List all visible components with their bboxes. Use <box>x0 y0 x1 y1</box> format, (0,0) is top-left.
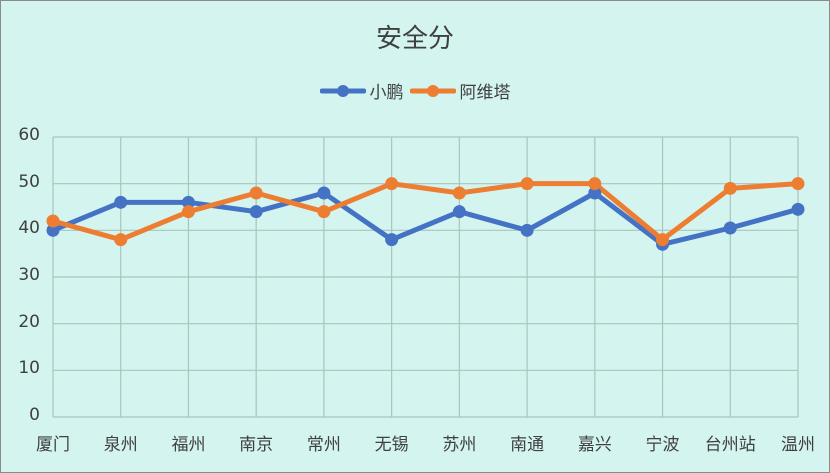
x-tick-label: 厦门 <box>36 435 70 455</box>
data-point[interactable] <box>317 186 331 200</box>
y-tick-label: 40 <box>18 218 40 239</box>
legend: 小鹏 阿维塔 <box>0 78 830 103</box>
data-point[interactable] <box>249 186 263 200</box>
legend-label: 小鹏 <box>369 83 404 103</box>
data-point[interactable] <box>588 177 602 191</box>
chart-title: 安全分 <box>375 24 454 54</box>
x-tick-label: 泉州 <box>103 435 138 455</box>
data-point[interactable] <box>385 233 399 247</box>
x-tick-label: 温州 <box>781 435 815 455</box>
data-point[interactable] <box>452 186 466 200</box>
data-point[interactable] <box>114 233 128 247</box>
x-tick-label: 福州 <box>171 435 206 455</box>
data-point[interactable] <box>723 221 737 235</box>
y-tick-label: 20 <box>18 311 40 332</box>
y-tick-label: 10 <box>18 358 40 379</box>
series-line-0 <box>52 190 799 247</box>
data-point[interactable] <box>588 186 602 200</box>
x-tick-label: 嘉兴 <box>577 435 612 455</box>
x-tick-label: 宁波 <box>645 435 680 455</box>
data-point[interactable] <box>791 177 805 191</box>
data-point[interactable] <box>181 205 195 219</box>
y-tick-label: 60 <box>18 125 40 145</box>
data-point[interactable] <box>249 205 263 219</box>
series-line-1 <box>52 181 799 243</box>
y-tick-label: 50 <box>18 171 40 192</box>
data-point[interactable] <box>46 223 60 237</box>
data-point[interactable] <box>452 205 466 219</box>
x-tick-label: 无锡 <box>374 435 409 455</box>
x-tick-label: 南通 <box>510 435 545 455</box>
y-tick-label: 0 <box>29 405 40 425</box>
x-tick-label: 常州 <box>306 435 341 455</box>
x-tick-label: 南京 <box>239 435 274 455</box>
x-tick-label: 苏州 <box>442 435 477 455</box>
data-point[interactable] <box>181 195 195 209</box>
x-tick-label: 台州站 <box>704 435 756 455</box>
data-point[interactable] <box>791 202 805 216</box>
legend-item-avatr[interactable]: 阿维塔 <box>409 78 511 103</box>
data-point[interactable] <box>114 195 128 209</box>
data-point[interactable] <box>656 233 670 247</box>
legend-marker-blue-icon <box>319 84 366 97</box>
data-point[interactable] <box>317 205 331 219</box>
legend-label: 阿维塔 <box>459 83 511 103</box>
data-point[interactable] <box>385 177 399 191</box>
data-point[interactable] <box>520 223 534 237</box>
data-point[interactable] <box>723 181 737 195</box>
legend-item-xiaopeng[interactable]: 小鹏 <box>319 78 404 103</box>
legend-marker-orange-icon <box>409 84 456 97</box>
data-point[interactable] <box>520 177 534 191</box>
data-point[interactable] <box>46 214 60 228</box>
y-tick-label: 30 <box>18 265 40 285</box>
